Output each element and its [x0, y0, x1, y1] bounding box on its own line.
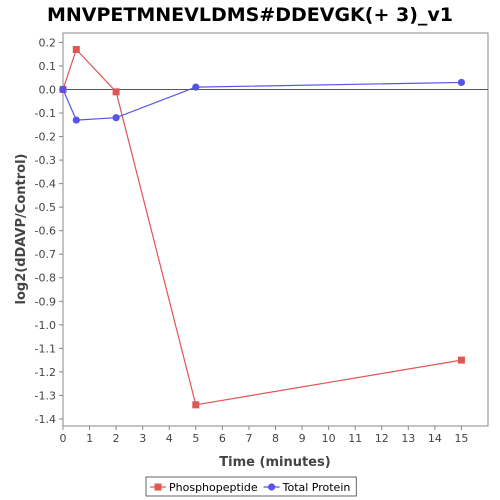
legend-box	[145, 476, 357, 497]
y-tick-label: 0.2	[39, 36, 57, 49]
y-tick-label: -1.3	[35, 389, 56, 402]
y-tick-label: -1.4	[35, 413, 56, 426]
x-tick-label: 13	[401, 432, 415, 445]
x-axis-label: Time (minutes)	[219, 455, 330, 470]
plot-area	[62, 32, 489, 427]
legend-item-phosphopeptide[interactable]: Phosphopeptide	[150, 481, 258, 494]
x-tick-label: 3	[139, 432, 146, 445]
series-total-protein	[59, 78, 466, 124]
y-tick-label: -1.2	[35, 366, 56, 379]
legend-marker-circle	[268, 483, 276, 491]
y-axis: 0.2 0.1 0.0 -0.1 -0.2 -0.3 -0.4 -0.5 -0.6 -0.7 -0.…	[35, 36, 63, 426]
data-point-total-protein[interactable]	[59, 85, 67, 94]
x-tick-label: 2	[113, 432, 120, 445]
series-layer	[59, 45, 466, 409]
y-tick-label: -0.4	[35, 178, 56, 191]
y-tick-label: -0.7	[35, 248, 56, 261]
x-tick-label: 1	[86, 432, 93, 445]
y-tick-label: -0.5	[35, 201, 56, 214]
x-tick-label: 9	[299, 432, 306, 445]
y-tick-label: -1.1	[35, 342, 56, 355]
y-tick-label: 0.1	[39, 60, 57, 73]
legend-marker-square	[154, 483, 162, 491]
x-tick-label: 14	[428, 432, 442, 445]
data-point-total-protein[interactable]	[72, 116, 80, 124]
x-tick-label: 6	[219, 432, 226, 445]
data-point-total-protein[interactable]	[192, 83, 200, 91]
data-point-total-protein[interactable]	[457, 78, 466, 87]
data-point-phosphopeptide[interactable]	[112, 88, 120, 96]
y-tick-label: -0.1	[35, 107, 56, 120]
y-tick-label: -0.9	[35, 295, 56, 308]
x-axis: 0 1 2 3 4 5 6 7 8 9 10 11 12 13 14 15	[60, 426, 468, 445]
y-axis-label: log2(dDAVP/Control)	[14, 154, 29, 305]
x-tick-label: 0	[60, 432, 67, 445]
y-tick-label: -0.6	[35, 225, 56, 238]
x-tick-label: 5	[192, 432, 199, 445]
data-point-phosphopeptide[interactable]	[192, 401, 200, 409]
y-tick-label: -0.8	[35, 272, 56, 285]
data-point-phosphopeptide[interactable]	[457, 356, 465, 364]
data-point-phosphopeptide[interactable]	[72, 45, 80, 53]
y-tick-label: -0.2	[35, 131, 56, 144]
x-tick-label: 15	[454, 432, 468, 445]
x-tick-label: 7	[245, 432, 252, 445]
x-tick-label: 12	[375, 432, 389, 445]
legend-label: Total Protein	[282, 481, 351, 494]
data-point-total-protein[interactable]	[112, 114, 120, 122]
x-tick-label: 4	[166, 432, 173, 445]
legend-item-total-protein[interactable]: Total Protein	[263, 481, 351, 494]
x-tick-label: 8	[272, 432, 279, 445]
legend-label: Phosphopeptide	[169, 481, 258, 494]
chart-title: MNVPETMNEVLDMS#DDEVGK(+ 3)_v1	[47, 4, 453, 26]
y-tick-label: -0.3	[35, 154, 56, 167]
y-tick-label: -1.0	[35, 319, 56, 332]
x-tick-label: 10	[322, 432, 336, 445]
y-tick-label: 0.0	[39, 83, 57, 96]
legend: Phosphopeptide Total Protein	[145, 476, 357, 497]
x-tick-label: 11	[348, 432, 362, 445]
